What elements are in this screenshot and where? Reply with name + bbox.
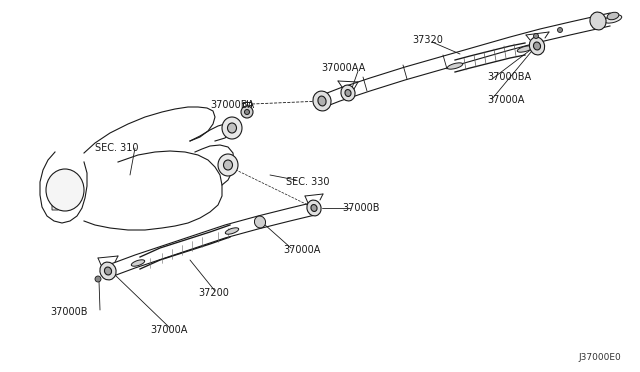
Text: SEC. 330: SEC. 330 bbox=[286, 177, 330, 187]
Text: 37320: 37320 bbox=[412, 35, 443, 45]
Ellipse shape bbox=[95, 276, 101, 282]
Ellipse shape bbox=[104, 267, 111, 275]
Ellipse shape bbox=[255, 216, 266, 228]
Ellipse shape bbox=[534, 42, 541, 50]
Text: 37000A: 37000A bbox=[487, 95, 524, 105]
Ellipse shape bbox=[529, 37, 545, 55]
Ellipse shape bbox=[225, 228, 239, 234]
Text: 37000AA: 37000AA bbox=[321, 63, 365, 73]
Ellipse shape bbox=[227, 123, 237, 133]
Ellipse shape bbox=[223, 160, 232, 170]
Ellipse shape bbox=[607, 12, 619, 20]
Ellipse shape bbox=[517, 46, 532, 52]
Ellipse shape bbox=[534, 33, 538, 38]
Text: 37000BA: 37000BA bbox=[210, 100, 254, 110]
Ellipse shape bbox=[131, 260, 145, 266]
Ellipse shape bbox=[311, 205, 317, 211]
Polygon shape bbox=[52, 198, 62, 210]
Ellipse shape bbox=[222, 117, 242, 139]
Text: J37000E0: J37000E0 bbox=[578, 353, 621, 362]
Ellipse shape bbox=[345, 90, 351, 96]
Text: SEC. 310: SEC. 310 bbox=[95, 143, 138, 153]
Ellipse shape bbox=[590, 12, 606, 30]
Text: 37000A: 37000A bbox=[150, 325, 188, 335]
Ellipse shape bbox=[218, 154, 238, 176]
Text: 37000A: 37000A bbox=[283, 245, 321, 255]
Ellipse shape bbox=[557, 28, 563, 32]
Ellipse shape bbox=[447, 63, 463, 69]
Ellipse shape bbox=[241, 106, 253, 118]
Ellipse shape bbox=[100, 262, 116, 280]
Text: 37000BA: 37000BA bbox=[487, 72, 531, 82]
Ellipse shape bbox=[341, 85, 355, 101]
Ellipse shape bbox=[313, 91, 331, 111]
Text: 37000B: 37000B bbox=[342, 203, 380, 213]
Text: 37200: 37200 bbox=[198, 288, 229, 298]
Text: 37000B: 37000B bbox=[50, 307, 88, 317]
Ellipse shape bbox=[46, 169, 84, 211]
Ellipse shape bbox=[307, 200, 321, 216]
Ellipse shape bbox=[244, 109, 250, 115]
Ellipse shape bbox=[604, 15, 621, 23]
Ellipse shape bbox=[318, 96, 326, 106]
